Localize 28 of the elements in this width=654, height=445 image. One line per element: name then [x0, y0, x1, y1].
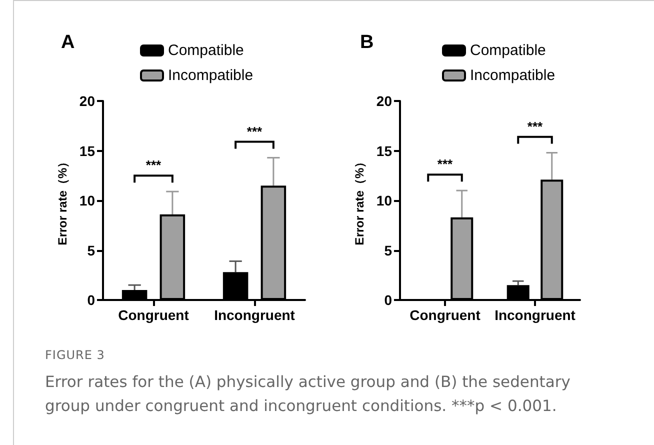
y-tick-label: 10 [376, 192, 392, 208]
y-tick-label: 15 [376, 142, 392, 159]
legend-label: Compatible [168, 42, 244, 59]
annotation: *** [146, 158, 162, 173]
y-axis-title: Error rate（%） [352, 156, 367, 246]
y-axis-title: Error rate（%） [56, 156, 70, 246]
caption: FIGURE 3 [45, 348, 106, 362]
x-tick-label: Incongruent [494, 307, 576, 323]
x-tick-label: Congruent [410, 307, 481, 323]
legend-label: Incompatible [470, 67, 556, 84]
y-tick-label: 10 [79, 192, 96, 208]
y-tick-label: 20 [376, 93, 392, 109]
annotation: *** [437, 156, 454, 172]
y-tick-label: 0 [87, 292, 96, 308]
annotation: *** [527, 118, 544, 134]
y-tick-label: 20 [79, 93, 96, 109]
legend-label: Incompatible [168, 67, 254, 84]
chart-title: B [360, 32, 374, 53]
y-tick-label: 15 [79, 142, 96, 159]
y-tick-label: 0 [384, 292, 392, 308]
y-tick-label: 5 [384, 242, 392, 258]
x-tick-label: Incongruent [214, 307, 296, 323]
chart-title: A [61, 32, 75, 53]
x-tick-label: Congruent [118, 307, 190, 323]
y-tick-label: 5 [87, 242, 96, 258]
text: Error rates for the (A) physically active group and (B) the sedentary group under congruent and incongruent conditions. ***p < 0.001. [45, 372, 572, 417]
legend-label: Compatible [470, 42, 546, 59]
annotation: *** [246, 124, 264, 139]
